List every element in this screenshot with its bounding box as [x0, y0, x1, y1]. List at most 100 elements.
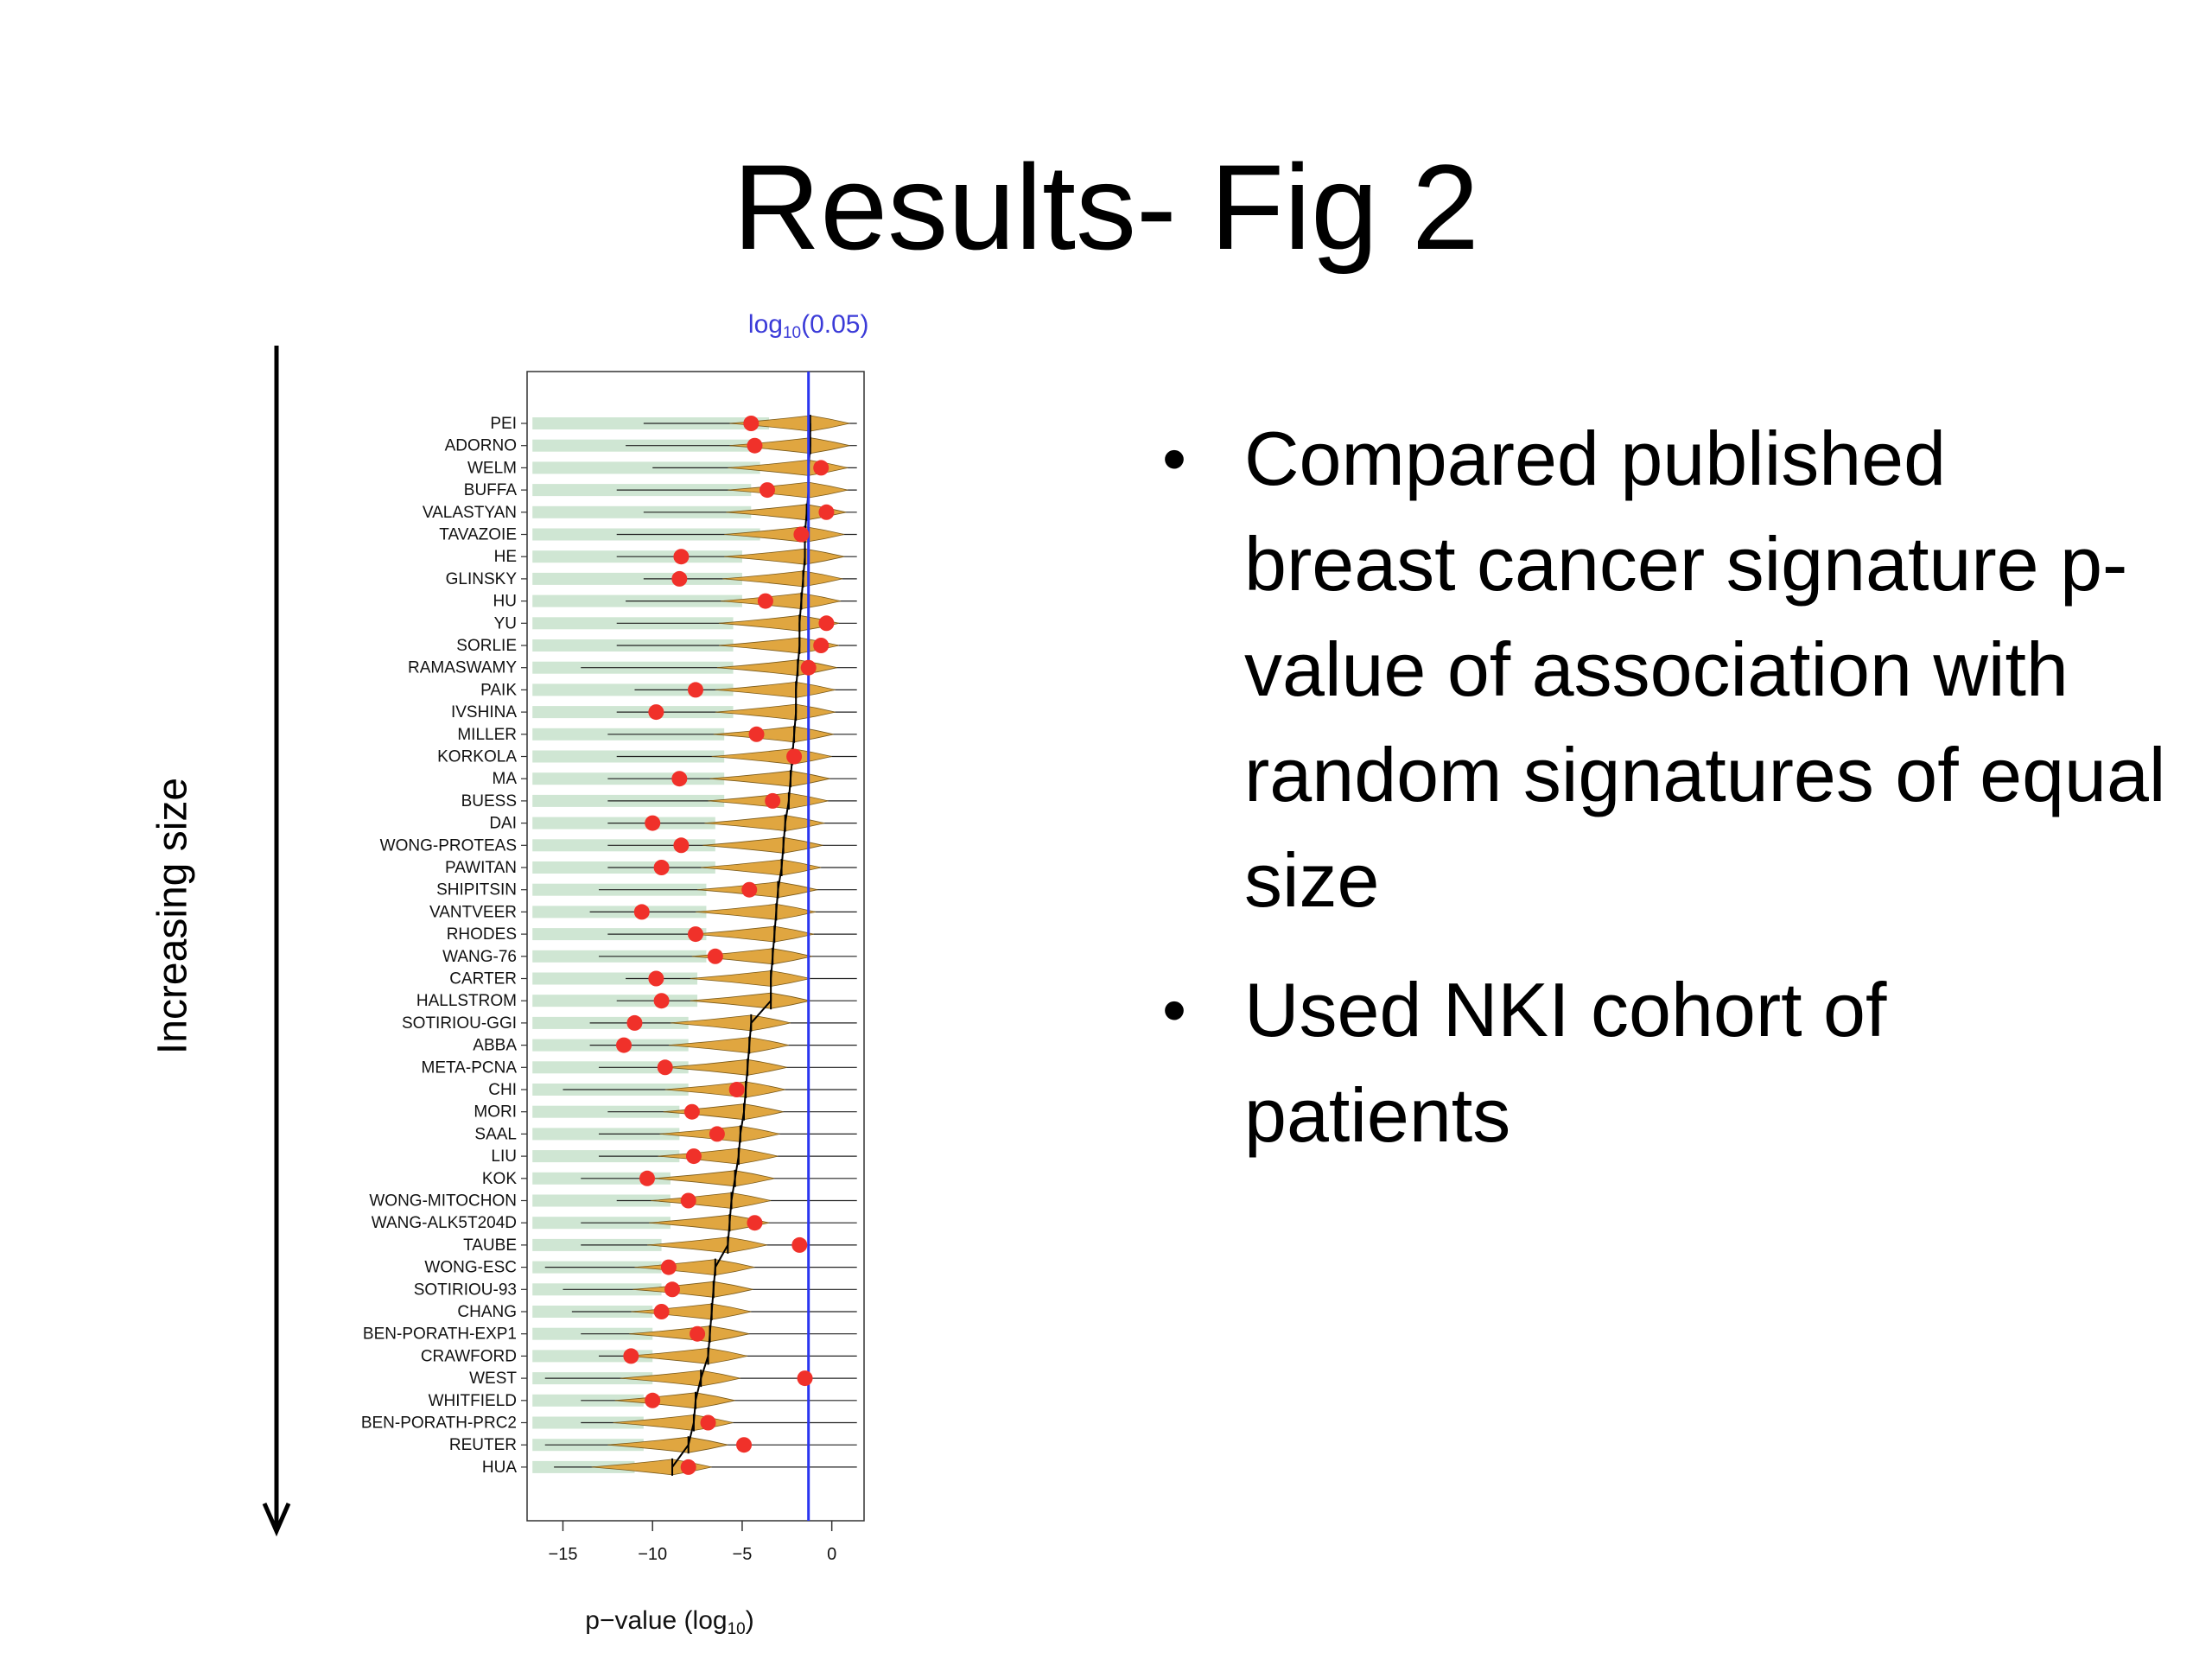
observed-dot [728, 1082, 745, 1097]
series-label: BEN-PORATH-EXP1 [363, 1325, 517, 1344]
background-bar [532, 1350, 653, 1363]
violin [614, 1392, 735, 1409]
threshold-label: log10(0.05) [748, 310, 869, 342]
series-label: BEN-PORATH-PRC2 [361, 1414, 517, 1433]
observed-dot [818, 504, 835, 520]
observed-dot [645, 815, 661, 831]
bullet-item: • Compared published breast cancer signa… [1149, 406, 2169, 933]
series-label: MORI [474, 1103, 517, 1122]
violin [715, 681, 836, 698]
violin [715, 703, 836, 721]
series-label: SORLIE [456, 637, 517, 655]
series-label: IVSHINA [451, 703, 517, 721]
violin [704, 815, 825, 832]
series-label: WHITFIELD [429, 1392, 517, 1410]
observed-dot [685, 1148, 702, 1165]
violin [651, 1192, 772, 1209]
observed-dot [616, 1037, 632, 1053]
violin [697, 881, 818, 899]
series-label: LIU [491, 1147, 517, 1166]
x-tick-label: −10 [638, 1545, 667, 1564]
observed-dot [671, 570, 688, 587]
observed-dot [680, 1192, 696, 1209]
background-bar [532, 505, 752, 518]
violin [690, 970, 810, 987]
observed-dot [741, 881, 758, 898]
observed-dot [653, 1304, 670, 1319]
violin [701, 859, 822, 876]
observed-dot [747, 1215, 763, 1231]
observed-dot [813, 460, 830, 476]
violin [728, 481, 849, 499]
series-label: BUFFA [464, 481, 518, 499]
series-label: HUA [482, 1459, 517, 1477]
bullet-list: • Compared published breast cancer signa… [1149, 406, 2169, 1192]
observed-dot [671, 771, 688, 787]
violin [722, 570, 843, 588]
observed-dot [648, 704, 664, 721]
violin [724, 548, 845, 565]
series-label: KOK [482, 1170, 517, 1188]
series-label: YU [494, 614, 517, 632]
observed-dot [645, 1392, 661, 1408]
observed-dot [688, 682, 703, 698]
background-bar [532, 572, 742, 585]
observed-dot [757, 593, 773, 609]
series-label: WEST [469, 1370, 517, 1388]
series-label: VANTVEER [429, 903, 517, 921]
violin [620, 1370, 741, 1387]
x-axis-label: p−value (log10) [585, 1606, 753, 1638]
series-label: DAI [489, 815, 517, 833]
observed-dot [673, 837, 690, 854]
series-label: RHODES [447, 925, 517, 944]
observed-dot [700, 1414, 716, 1431]
background-bar [532, 1194, 671, 1207]
observed-dot [626, 1014, 643, 1031]
observed-dot [707, 948, 723, 964]
series-label: CHANG [457, 1303, 517, 1321]
violin [632, 1281, 753, 1298]
series-label: META-PCNA [422, 1058, 518, 1077]
series-label: SOTIRIOU-93 [414, 1281, 517, 1299]
violin [691, 948, 812, 965]
series-label: WANG-ALK5T204D [372, 1214, 517, 1232]
violin [649, 1214, 770, 1231]
violin [668, 1037, 789, 1054]
series-label: CHI [488, 1081, 517, 1099]
observed-dot [797, 1370, 813, 1387]
x-tick-label: −15 [549, 1545, 578, 1564]
observed-dot [747, 437, 763, 454]
violin [607, 1436, 728, 1453]
observed-dot [673, 549, 690, 565]
violin [664, 1081, 785, 1098]
series-label: MILLER [457, 726, 517, 744]
series-label: WONG-MITOCHON [369, 1192, 517, 1211]
series-label: TAUBE [463, 1236, 517, 1255]
increasing-size-arrow [262, 346, 291, 1537]
observed-dot [793, 526, 810, 543]
violin [711, 748, 832, 765]
violin [627, 1347, 748, 1364]
bullet-dot: • [1162, 420, 1187, 497]
observed-dot [623, 1348, 639, 1364]
bullet-dot: • [1162, 971, 1187, 1048]
observed-dot [690, 1325, 706, 1342]
observed-dot [818, 615, 835, 632]
observed-dot [639, 1170, 655, 1186]
pvalue-violin-chart: log10(0.05) PEI ADORNO WELM BUFFA VALASTYAN TA… [361, 310, 869, 1638]
series-label: SHIPITSIN [436, 881, 517, 899]
x-tick-label: −5 [733, 1545, 753, 1564]
series-label: WONG-PROTEAS [380, 836, 517, 855]
observed-dot [709, 1126, 725, 1142]
x-tick-label: 0 [827, 1545, 836, 1564]
series-label: PAIK [480, 681, 517, 699]
series-label: CARTER [449, 970, 517, 988]
series-label: SAAL [474, 1125, 517, 1143]
observed-dot [791, 1236, 808, 1253]
series-label: WANG-76 [442, 948, 517, 966]
violin [716, 659, 837, 677]
observed-dot [683, 1103, 700, 1120]
violin [695, 903, 817, 920]
series-label: HE [494, 548, 517, 566]
observed-dot [657, 1059, 673, 1076]
